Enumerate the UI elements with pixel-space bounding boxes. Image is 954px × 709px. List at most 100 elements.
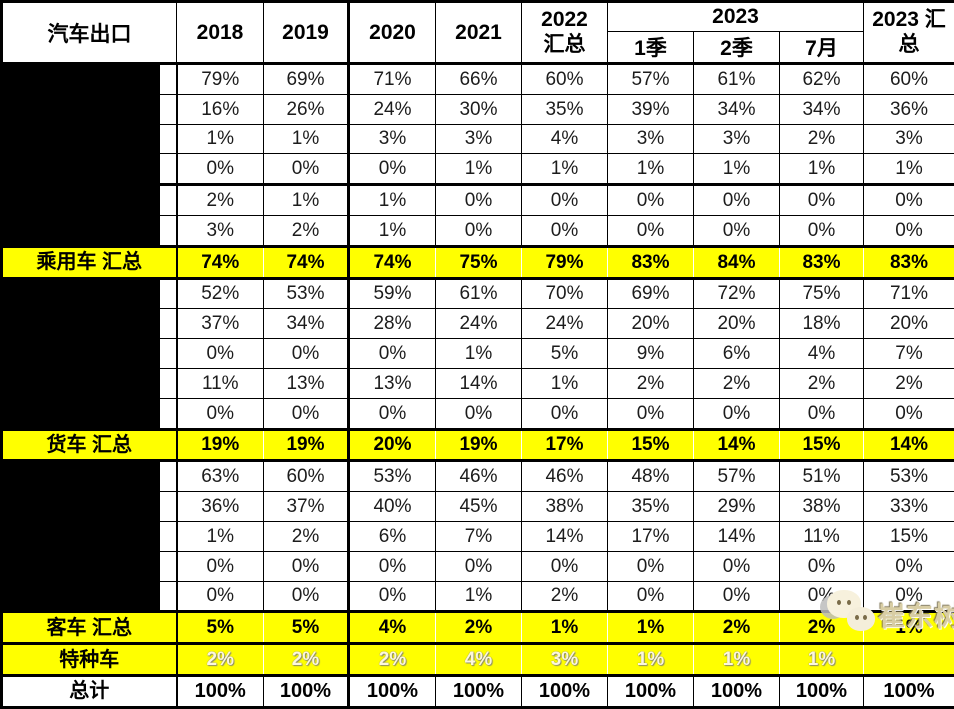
data-cell: 1% [177, 124, 264, 154]
data-cell: 0% [264, 581, 349, 612]
data-cell: 0% [608, 215, 694, 246]
data-cell: 35% [522, 94, 608, 124]
data-cell: 1% [864, 154, 954, 185]
data-cell: 100% [780, 675, 864, 707]
data-cell: 79% [177, 64, 264, 95]
data-cell: 69% [264, 64, 349, 95]
redaction-box [2, 215, 177, 246]
redaction-box [2, 339, 177, 369]
data-cell: 29% [694, 492, 780, 522]
data-cell: 100% [349, 675, 436, 707]
data-cell: 83% [780, 246, 864, 278]
data-cell: 84% [694, 246, 780, 278]
data-cell: 1% [522, 368, 608, 398]
data-cell: 13% [349, 368, 436, 398]
data-cell: 1% [177, 521, 264, 551]
data-cell: 0% [864, 185, 954, 216]
data-cell: 0% [264, 339, 349, 369]
data-cell: 36% [177, 492, 264, 522]
data-cell: 0% [436, 551, 522, 581]
data-cell: 1% [694, 154, 780, 185]
data-cell: 1% [436, 339, 522, 369]
data-cell: 0% [780, 185, 864, 216]
data-cell: 0% [864, 398, 954, 429]
data-cell: 69% [608, 278, 694, 309]
data-cell: 46% [522, 461, 608, 492]
data-cell: 0% [780, 398, 864, 429]
data-cell: 0% [608, 185, 694, 216]
data-cell: 1% [608, 612, 694, 644]
data-cell: 13% [264, 368, 349, 398]
data-cell: 0% [694, 581, 780, 612]
header-corner-title: 汽车出口 [2, 2, 177, 64]
data-cell: 26% [264, 94, 349, 124]
data-cell: 1% [522, 612, 608, 644]
data-cell: 4% [522, 124, 608, 154]
data-cell: 19% [177, 429, 264, 461]
data-cell: 66% [436, 64, 522, 95]
data-cell: 0% [349, 154, 436, 185]
table-row: 11%13%13%14%1%2%2%2%2% [2, 368, 954, 398]
table-row: 79%69%71%66%60%57%61%62%60% [2, 64, 954, 95]
redaction-box [2, 398, 177, 429]
data-cell: 28% [349, 309, 436, 339]
data-cell: 70% [522, 278, 608, 309]
data-cell: 34% [780, 94, 864, 124]
table-row: 37%34%28%24%24%20%20%18%20% [2, 309, 954, 339]
redaction-box [2, 185, 177, 216]
row-label: 货车 汇总 [2, 429, 177, 461]
data-cell: 24% [349, 94, 436, 124]
data-cell: 14% [694, 521, 780, 551]
header-2023-q2: 2季 [694, 32, 780, 64]
data-cell: 71% [349, 64, 436, 95]
data-cell: 48% [608, 461, 694, 492]
data-cell: 1% [780, 154, 864, 185]
data-cell: 2% [264, 644, 349, 676]
data-cell: 61% [694, 64, 780, 95]
table-row: 0%0%0%1%5%9%6%4%7% [2, 339, 954, 369]
header-year-2019: 2019 [264, 2, 349, 64]
data-cell: 4% [349, 612, 436, 644]
data-cell: 0% [864, 551, 954, 581]
data-cell: 0% [522, 551, 608, 581]
redaction-box [2, 309, 177, 339]
redaction-box [2, 154, 177, 185]
data-cell: 34% [694, 94, 780, 124]
header-2022-total-line2: 汇总 [522, 33, 607, 57]
data-cell: 75% [436, 246, 522, 278]
data-cell: 5% [177, 612, 264, 644]
data-cell: 3% [177, 215, 264, 246]
redaction-box [2, 551, 177, 581]
data-cell: 7% [436, 521, 522, 551]
redaction-box [2, 278, 177, 309]
data-cell: 1% [608, 154, 694, 185]
data-cell: 53% [349, 461, 436, 492]
header-2022-total: 2022 汇总 [522, 2, 608, 64]
table-row: 63%60%53%46%46%48%57%51%53% [2, 461, 954, 492]
data-cell: 4% [436, 644, 522, 676]
table-row: 0%0%0%1%2%0%0%0%0% [2, 581, 954, 612]
data-cell: 61% [436, 278, 522, 309]
data-cell: 1% [694, 644, 780, 676]
row-label: 特种车 [2, 644, 177, 676]
data-cell: 0% [608, 398, 694, 429]
data-cell: 57% [694, 461, 780, 492]
data-cell: 53% [864, 461, 954, 492]
header-year-2021: 2021 [436, 2, 522, 64]
data-cell: 0% [694, 215, 780, 246]
data-cell: 20% [864, 309, 954, 339]
data-cell: 9% [608, 339, 694, 369]
data-cell: 1% [264, 185, 349, 216]
data-cell: 100% [436, 675, 522, 707]
data-cell: 0% [522, 185, 608, 216]
data-cell: 2% [608, 368, 694, 398]
data-cell: 2% [177, 644, 264, 676]
data-cell: 0% [780, 581, 864, 612]
table-row: 0%0%0%0%0%0%0%0%0% [2, 398, 954, 429]
data-cell: 37% [177, 309, 264, 339]
redaction-box [2, 461, 177, 492]
